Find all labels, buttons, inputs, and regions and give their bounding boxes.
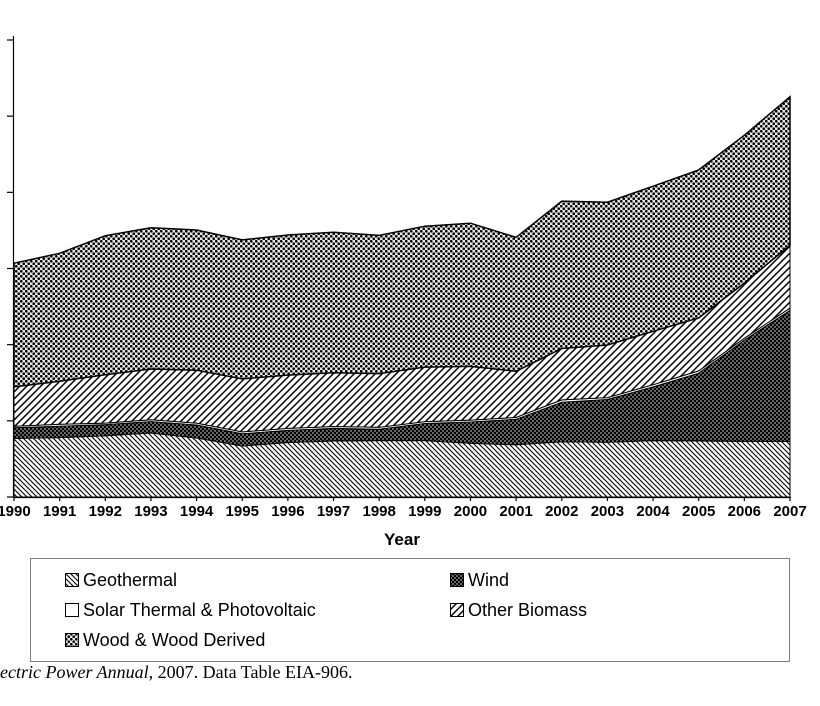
area-geothermal [13,432,791,498]
x-tick-label: 2001 [499,503,532,520]
chart-axes [7,36,791,501]
x-tick-label: 1991 [43,503,76,520]
wood-swatch-icon [65,633,79,647]
x-tick-label: 1993 [134,503,167,520]
source-caption-title: ectric Power Annual [0,662,149,682]
x-tick-label: 1999 [408,503,441,520]
legend-item-wind: Wind [450,570,509,591]
x-tick-label: 1998 [362,503,395,520]
x-tick-label: 1990 [0,503,31,520]
x-tick-label: 1996 [271,503,304,520]
legend-item-solar: Solar Thermal & Photovoltaic [65,600,450,621]
legend-label-solar: Solar Thermal & Photovoltaic [83,599,316,620]
x-tick-label: 1992 [89,503,122,520]
legend-row: Geothermal Wind [65,565,789,595]
legend-label-geothermal: Geothermal [83,569,178,590]
x-axis-tick-labels: 1990 1991 1992 1993 1994 1995 1996 1997 1998 1999… [0,503,807,520]
legend-item-geothermal: Geothermal [65,570,450,591]
legend-label-other-biomass: Other Biomass [468,599,588,620]
legend-label-wind: Wind [468,569,510,590]
source-caption-rest: , 2007. Data Table EIA-906. [148,662,353,682]
x-tick-label: 1994 [180,503,214,520]
legend-item-wood: Wood & Wood Derived [65,630,450,651]
area-wood [13,95,791,388]
chart-layers [13,95,791,498]
legend-row: Wood & Wood Derived [65,625,789,655]
legend-label-wood: Wood & Wood Derived [83,629,266,650]
x-tick-label: 1995 [226,503,259,520]
x-tick-label: 1997 [317,503,350,520]
chart-legend: Geothermal Wind Solar Thermal & Photovol… [30,558,790,662]
x-tick-label: 2004 [636,503,670,520]
x-tick-label: 2003 [591,503,624,520]
x-tick-label: 2000 [454,503,487,520]
stacked-area-chart: 1990 1991 1992 1993 1994 1995 1996 1997 1998 1999… [0,36,807,549]
x-tick-label: 2007 [773,503,806,520]
legend-row: Solar Thermal & Photovoltaic Other Bioma… [65,595,789,625]
x-tick-label: 2002 [545,503,578,520]
source-caption: ectric Power Annual, 2007. Data Table EI… [0,662,353,683]
wind-swatch-icon [450,573,464,587]
other-biomass-swatch-icon [450,603,464,617]
x-tick-label: 2006 [728,503,761,520]
legend-item-other-biomass: Other Biomass [450,600,587,621]
geothermal-swatch-icon [65,573,79,587]
x-axis-title: Year [384,530,420,549]
solar-swatch-icon [65,603,79,617]
x-tick-label: 2005 [682,503,715,520]
